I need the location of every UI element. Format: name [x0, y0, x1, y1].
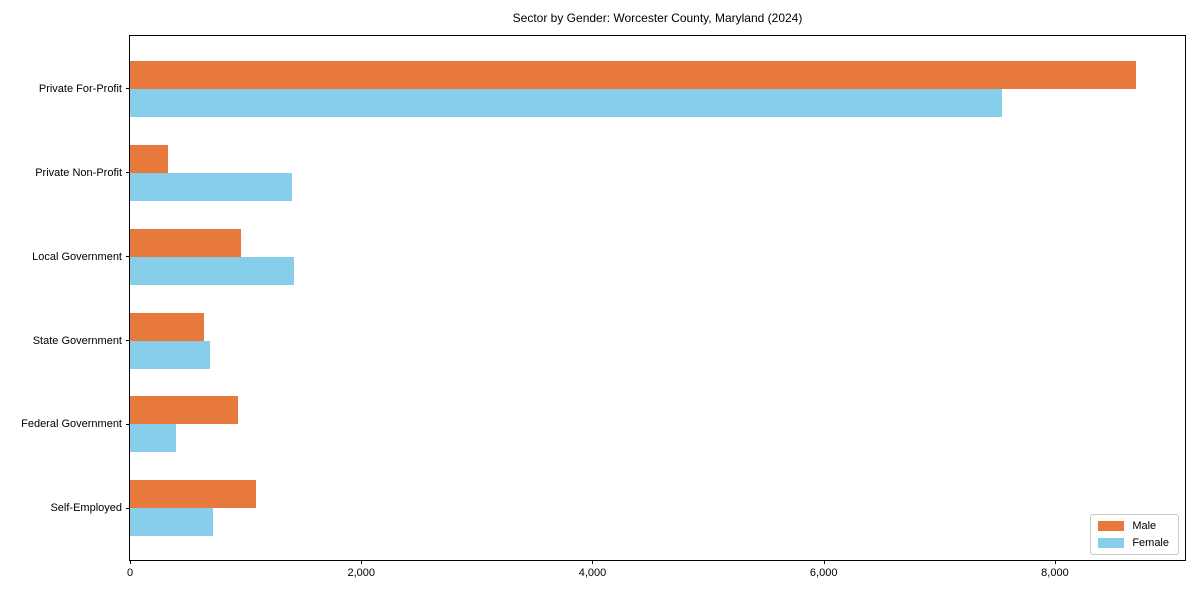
x-tick-label: 4,000	[578, 567, 607, 579]
bar-female-state-government	[130, 340, 210, 369]
y-tick	[126, 423, 130, 425]
bar-female-private-for-profit	[130, 88, 1002, 117]
legend-label-male: Male	[1132, 520, 1157, 532]
bar-female-private-non-profit	[130, 172, 292, 201]
legend: Male Female	[1090, 514, 1179, 555]
x-tick	[361, 560, 363, 564]
bar-male-state-government	[130, 312, 204, 341]
x-tick	[1054, 560, 1056, 564]
category-label-private-non-profit: Private Non-Profit	[35, 166, 122, 179]
bar-female-federal-government	[130, 424, 177, 453]
y-tick	[126, 340, 130, 341]
chart-title: Sector by Gender: Worcester County, Mary…	[512, 11, 803, 25]
bar-male-private-non-profit	[130, 144, 169, 173]
legend-item-female: Female	[1098, 537, 1169, 549]
male-swatch-icon	[1098, 521, 1125, 531]
x-tick-label: 0	[126, 567, 134, 579]
legend-item-male: Male	[1098, 520, 1169, 532]
plot-area: Male Female Private For-Profit Private No…	[21, 35, 1186, 579]
y-tick	[126, 507, 130, 509]
y-tick	[126, 172, 130, 174]
x-tick-label: 8,000	[1041, 567, 1069, 579]
bar-female-self-employed	[130, 508, 214, 537]
x-tick	[130, 560, 131, 564]
y-tick	[126, 256, 130, 258]
x-tick	[823, 560, 825, 564]
category-label-self-employed: Self-Employed	[50, 502, 122, 515]
x-tick-label: 6,000	[809, 567, 838, 579]
x-tick-label: 2,000	[347, 567, 375, 579]
category-label-local-government: Local Government	[32, 250, 122, 263]
bar-male-local-government	[130, 228, 241, 257]
bar-female-local-government	[130, 256, 295, 285]
y-tick	[126, 88, 130, 90]
category-label-state-government: State Government	[32, 334, 122, 347]
bar-male-self-employed	[130, 480, 257, 509]
category-label-federal-government: Federal Government	[21, 418, 122, 431]
bar-male-private-for-profit	[130, 60, 1136, 89]
category-label-private-for-profit: Private For-Profit	[38, 82, 122, 95]
legend-label-female: Female	[1132, 537, 1169, 549]
female-swatch-icon	[1098, 538, 1125, 548]
x-tick	[592, 560, 594, 564]
bar-male-federal-government	[130, 396, 238, 425]
